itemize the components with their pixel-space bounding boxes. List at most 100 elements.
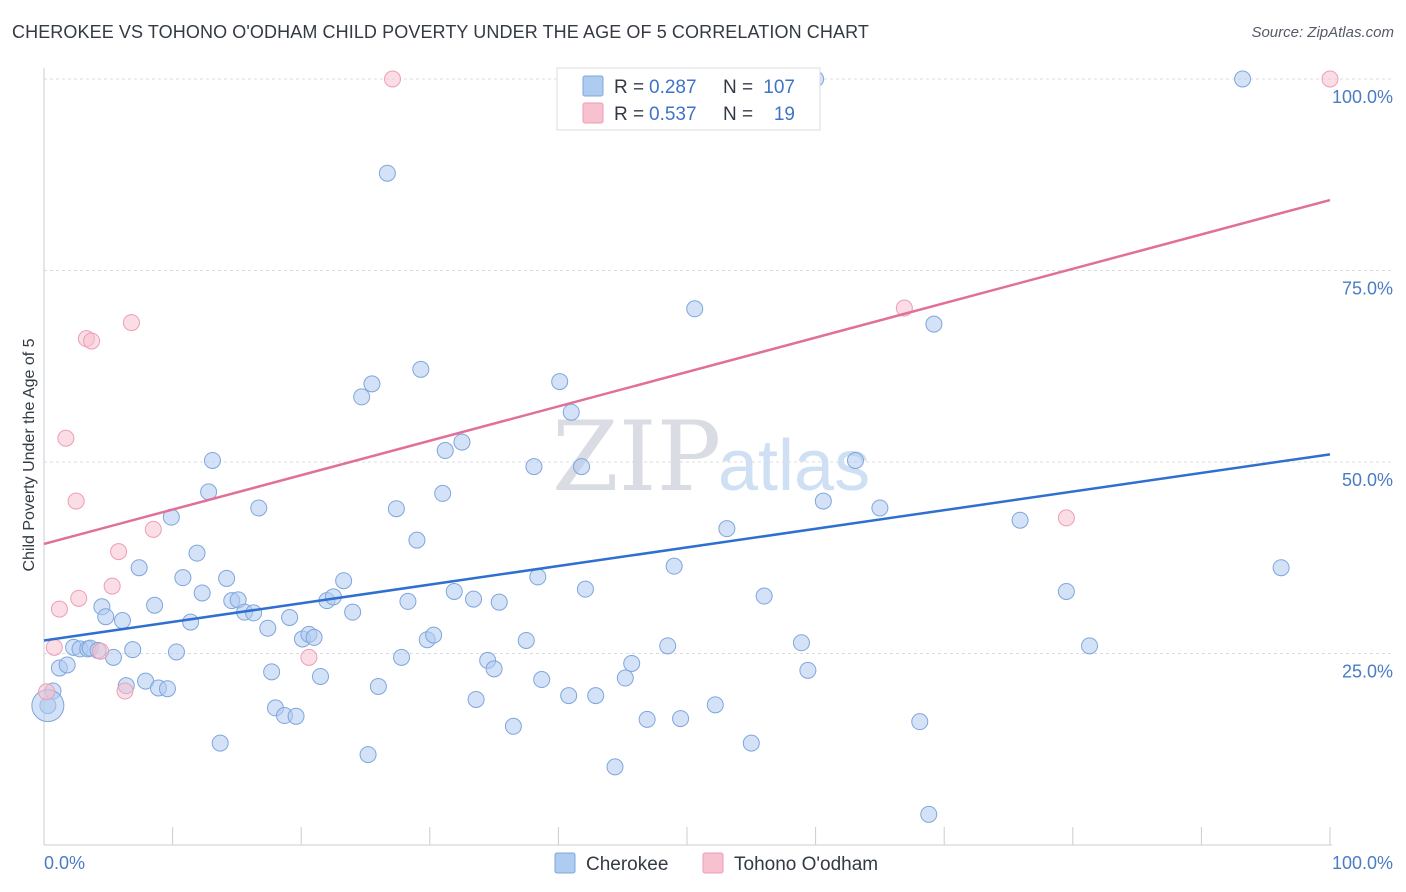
cherokee-point [211,734,229,752]
cherokee-point [925,315,943,333]
cherokee-point [445,582,463,600]
bottom-legend-swatch-tohono [702,852,724,874]
tohono-point [144,520,162,538]
cherokee-point [623,654,641,672]
y-tick-label: 50.0% [1342,470,1393,490]
cherokee-point [504,717,522,735]
x-axis-ticks [43,827,1331,845]
cherokee-point [792,634,810,652]
cherokee-point [387,500,405,518]
bottom-legend: Cherokee Tohono O'odham [554,852,878,875]
y-tick-label: 100.0% [1332,87,1393,107]
cherokee-point [1272,559,1290,577]
cherokee-point [453,433,471,451]
trend-lines [43,198,1331,642]
cherokee-point [344,603,362,621]
tohono-point [92,642,110,660]
legend-r-value-1: 0.287 [649,77,697,98]
bottom-legend-swatch-cherokee [554,852,576,874]
tohono-point [67,492,85,510]
cherokee-point [485,660,503,678]
cherokee-point [408,531,426,549]
cherokee-point [369,677,387,695]
cherokee-point [167,643,185,661]
cherokee-point [436,442,454,460]
grid-lines [44,78,1393,654]
cherokee-point [638,710,656,728]
tohono-point [1321,70,1339,88]
cherokee-point [560,687,578,705]
cherokee-point [287,707,305,725]
cherokee-point [305,628,323,646]
cherokee-point [1234,70,1252,88]
y-tick-label: 25.0% [1342,662,1393,682]
cherokee-point [576,580,594,598]
cherokee-point [616,669,634,687]
legend-r-label-1: R = [614,77,644,98]
tohono-point [103,577,121,595]
legend-n-label-1: N = [723,77,753,98]
x-tick-label-min: 0.0% [44,853,85,873]
cherokee-point [245,604,263,622]
cherokee-point [846,451,864,469]
cherokee-point [533,671,551,689]
legend-n-label-2: N = [723,104,753,125]
cherokee-point [799,661,817,679]
cherokee-point [1081,637,1099,655]
cherokee-point [706,696,724,714]
bottom-legend-label-cherokee: Cherokee [586,854,668,875]
watermark-zip: ZIP [552,401,721,513]
tohono-point [384,70,402,88]
cherokee-point [250,499,268,517]
x-tick-label-max: 100.0% [1332,853,1393,873]
cherokee-point [425,626,443,644]
cherokee-point [434,484,452,502]
bottom-legend-label-tohono: Tohono O'odham [734,854,878,875]
legend-n-value-2: 19 [774,104,795,125]
cherokee-point [399,592,417,610]
cherokee-point [672,710,690,728]
legend-r-value-2: 0.537 [649,104,697,125]
tohono-point [110,543,128,561]
cherokee-point [742,734,760,752]
cherokee-point [182,613,200,631]
cherokee-point [130,559,148,577]
cherokee-point [562,403,580,421]
cherokee-point [517,631,535,649]
cherokee-point [281,608,299,626]
cherokee-point [551,373,569,391]
legend-swatch-cherokee [582,75,604,97]
legend-n-value-1: 107 [763,77,795,98]
cherokee-point [665,557,683,575]
legend-r-label-2: R = [614,104,644,125]
cherokee-point [1011,511,1029,529]
cherokee-point [1057,582,1075,600]
legend-box: R = 0.287 N = 107 R = 0.537 N = 19 [556,67,821,131]
cherokee-point [311,667,329,685]
cherokee-point [920,805,938,823]
cherokee-point [378,164,396,182]
tohono-point [116,682,134,700]
cherokee-point [58,656,76,674]
cherokee-point [353,388,371,406]
cherokee-trend-line [43,453,1331,642]
tohono-point [57,429,75,447]
cherokee-point [755,587,773,605]
tohono-point [50,600,68,618]
y-tick-label: 75.0% [1342,279,1393,299]
cherokee-point [465,590,483,608]
cherokee-point [113,612,131,630]
cherokee-point [587,687,605,705]
series-tohono-points [38,70,1339,701]
cherokee-point [525,458,543,476]
cherokee-point [363,375,381,393]
cherokee-point [490,593,508,611]
cherokee-point [146,596,164,614]
y-axis-label: Child Poverty Under the Age of 5 [21,338,38,571]
tohono-point [70,589,88,607]
cherokee-point [97,608,115,626]
cherokee-point [529,568,547,586]
tohono-trend-line [43,198,1331,546]
cherokee-point [573,458,591,476]
chart-source: Source: ZipAtlas.com [1251,24,1394,41]
